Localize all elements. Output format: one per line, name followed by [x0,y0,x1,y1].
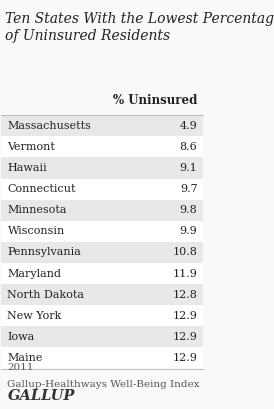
Text: Hawaii: Hawaii [7,163,47,173]
Text: 4.9: 4.9 [180,121,197,131]
Bar [1,178,204,200]
Bar [1,136,204,157]
Bar [1,221,204,242]
Text: 12.9: 12.9 [173,332,197,342]
Text: 12.9: 12.9 [173,353,197,363]
Text: Gallup-Healthways Well-Being Index: Gallup-Healthways Well-Being Index [7,380,200,389]
Text: Iowa: Iowa [7,332,35,342]
Text: New York: New York [7,311,62,321]
Text: Wisconsin: Wisconsin [7,226,65,236]
Text: % Uninsured: % Uninsured [113,94,197,108]
Text: 9.1: 9.1 [180,163,197,173]
Text: North Dakota: North Dakota [7,290,84,300]
Bar [1,200,204,221]
Text: GALLUP: GALLUP [7,389,75,403]
Bar [1,284,204,305]
Text: Vermont: Vermont [7,142,55,152]
Bar [1,326,204,348]
Text: 9.8: 9.8 [180,205,197,215]
Text: Minnesota: Minnesota [7,205,67,215]
Text: 12.8: 12.8 [173,290,197,300]
Text: Connecticut: Connecticut [7,184,76,194]
Bar [1,348,204,369]
Text: 12.9: 12.9 [173,311,197,321]
Text: 11.9: 11.9 [173,269,197,279]
Text: Maryland: Maryland [7,269,61,279]
Bar [1,305,204,326]
Bar [1,157,204,178]
Text: 9.7: 9.7 [180,184,197,194]
Text: 8.6: 8.6 [180,142,197,152]
Text: Pennsylvania: Pennsylvania [7,247,81,257]
Text: 10.8: 10.8 [173,247,197,257]
Bar [1,115,204,136]
Bar [1,242,204,263]
Text: 9.9: 9.9 [180,226,197,236]
Text: 2011: 2011 [7,363,34,372]
Text: Massachusetts: Massachusetts [7,121,91,131]
Bar [1,263,204,284]
Text: Maine: Maine [7,353,43,363]
Text: Ten States With the Lowest Percentage
of Uninsured Residents: Ten States With the Lowest Percentage of… [5,11,274,43]
